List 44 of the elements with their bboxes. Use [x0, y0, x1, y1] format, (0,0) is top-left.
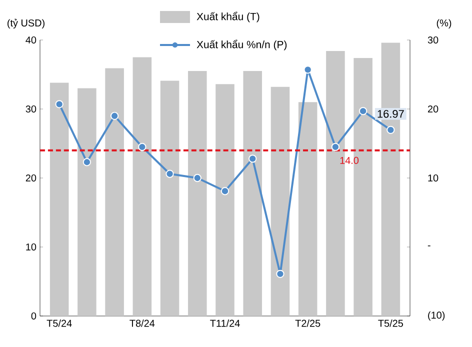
x-tick-label: T2/25: [295, 320, 320, 327]
point: [304, 66, 312, 74]
x-tick-label: T11/24: [210, 320, 240, 327]
point: [276, 270, 284, 278]
data-label: 16.97: [378, 110, 404, 118]
point: [248, 154, 257, 163]
y2-tick-label: 20: [428, 105, 438, 113]
bar: [270, 86, 290, 316]
y-tick-label: 30: [26, 105, 36, 113]
bar: [243, 71, 262, 316]
point: [138, 142, 146, 152]
bar: [160, 80, 180, 316]
x-tick-label: T5/25: [378, 320, 403, 327]
legend-label: Xuất khẩu %n/n (P): [196, 40, 287, 50]
bar: [50, 82, 69, 316]
y2-tick-label: 10: [428, 174, 438, 182]
point: [386, 126, 395, 134]
point: [220, 187, 230, 196]
bar: [216, 84, 234, 316]
bar: [188, 71, 207, 316]
bar: [298, 102, 318, 316]
bar: [78, 88, 96, 316]
y-tick-label: 10: [26, 243, 36, 251]
legend-label: Xuất khẩu (T): [196, 12, 260, 22]
y2-tick-label: (10): [428, 311, 445, 321]
y-tick-label: 40: [26, 36, 36, 44]
y-axis-title: (tỷ USD): [8, 18, 44, 28]
point: [82, 158, 92, 166]
bar: [132, 57, 152, 316]
point: [193, 174, 202, 182]
y-tick-label: 20: [26, 174, 36, 182]
x-tick-label: T8/24: [130, 320, 155, 327]
ref-line-label: 14.0: [340, 156, 359, 164]
x-tick-label: T5/24: [46, 320, 72, 327]
y2-tick-label: -: [428, 245, 430, 246]
y2-tick-label: 30: [428, 36, 438, 44]
y-tick-label: 0: [31, 312, 36, 320]
point: [166, 170, 174, 178]
y2-axis-title: (%): [436, 19, 452, 28]
point: [358, 106, 368, 116]
bar: [105, 68, 124, 316]
point: [55, 100, 64, 108]
point: [331, 142, 340, 152]
point: [110, 112, 119, 120]
